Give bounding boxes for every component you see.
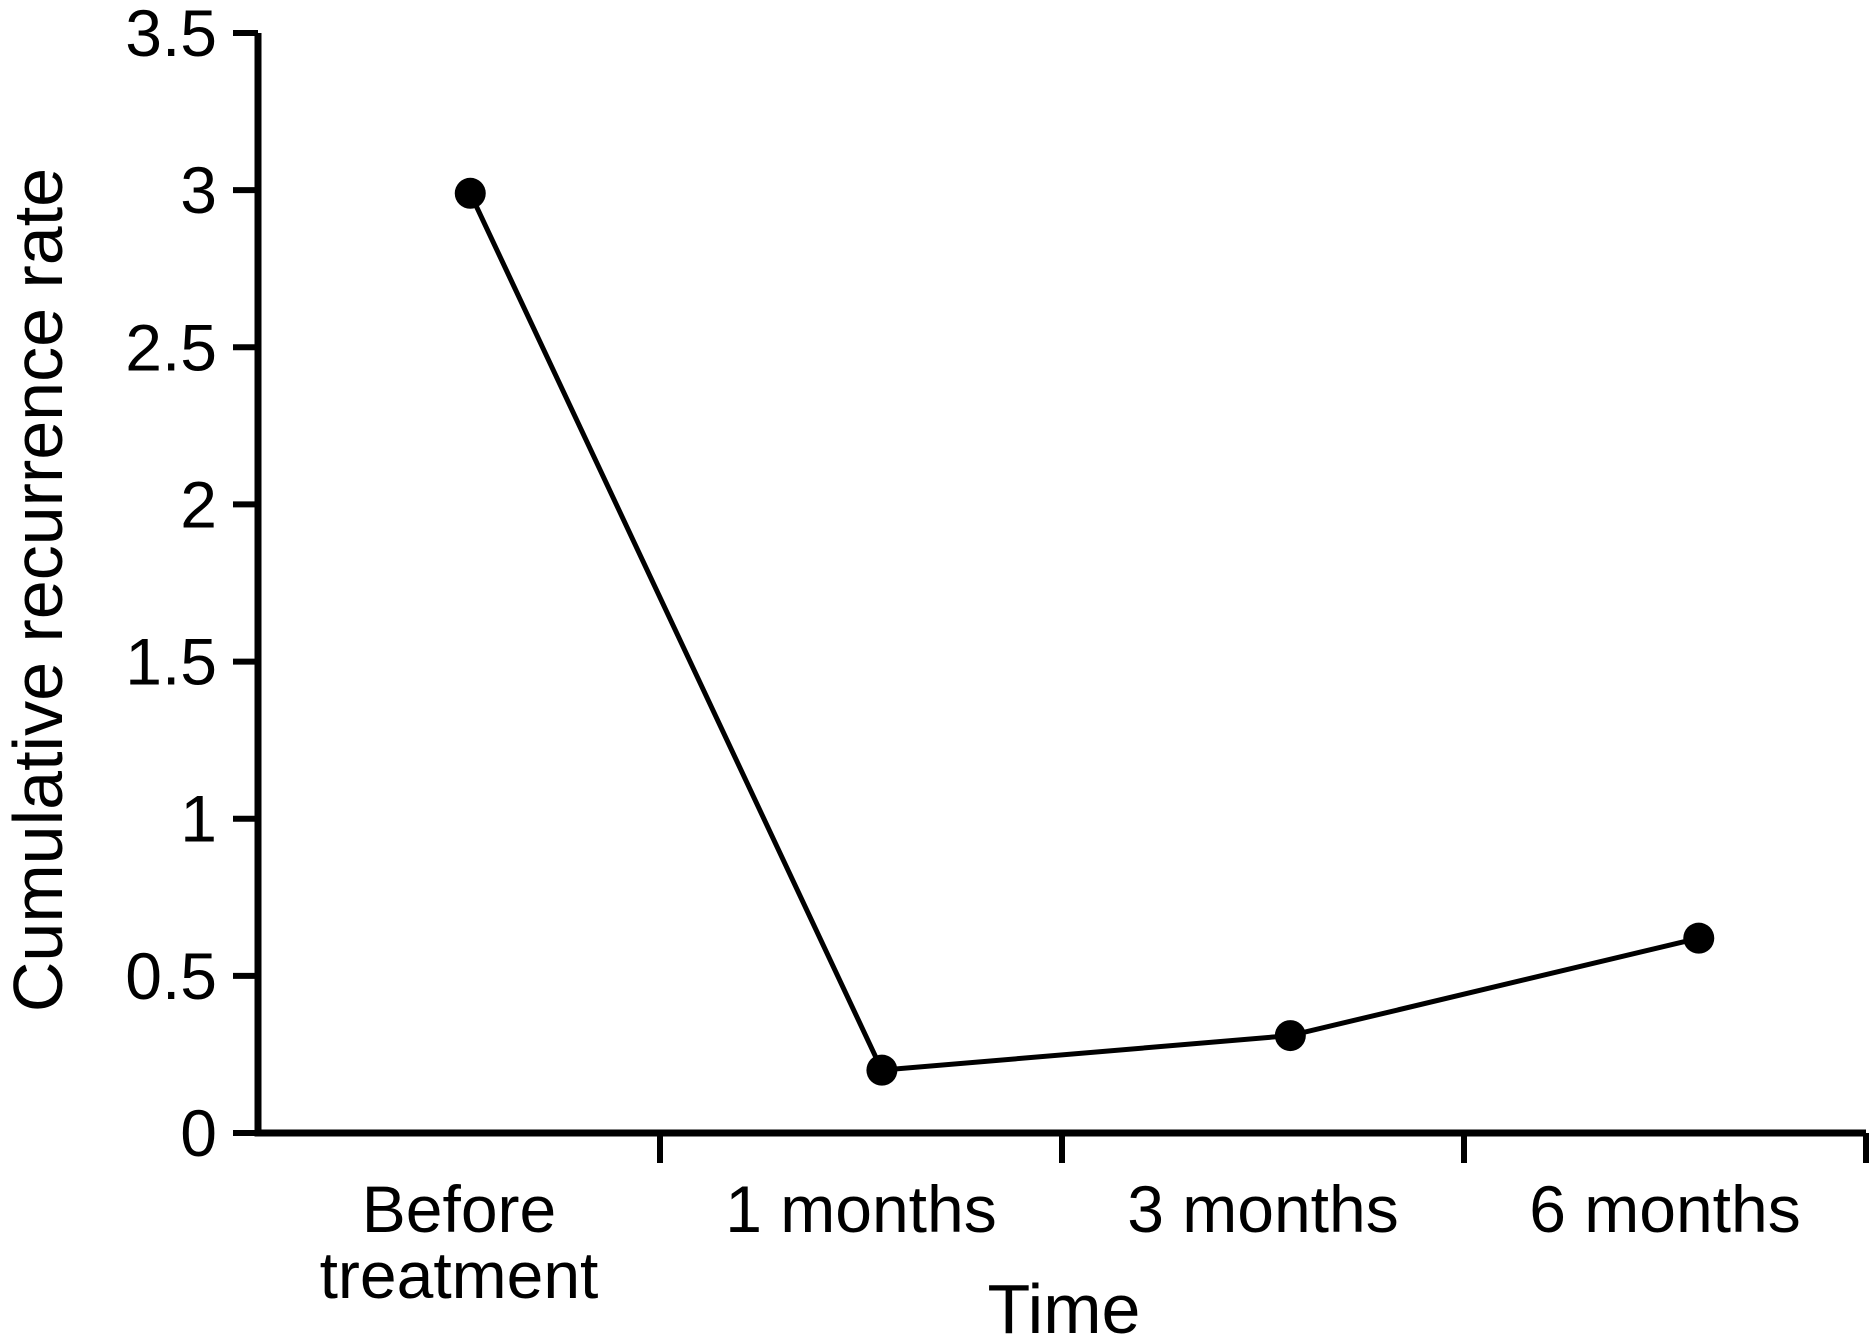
data-point: [866, 1054, 898, 1086]
x-category-label: treatment: [320, 1238, 599, 1312]
y-tick-label: 3: [180, 153, 217, 227]
data-point: [1683, 922, 1715, 954]
x-category-label: 3 months: [1127, 1172, 1398, 1246]
y-tick-label: 0: [180, 1096, 217, 1170]
x-category-label: 6 months: [1529, 1172, 1800, 1246]
y-tick-label: 0.5: [125, 939, 217, 1013]
data-line: [467, 192, 1700, 1073]
x-category-label: Before: [362, 1172, 556, 1246]
series-layer: [454, 177, 1715, 1086]
axes-layer: [233, 30, 1869, 1163]
x-axis-title: Time: [988, 1270, 1141, 1342]
y-tick-label: 1: [180, 782, 217, 856]
y-axis-title: Cumulative recurrence rate: [0, 168, 77, 1012]
data-point: [1274, 1020, 1306, 1052]
y-tick-label: 3.5: [125, 0, 217, 70]
data-point: [454, 177, 486, 209]
y-tick-label: 1.5: [125, 625, 217, 699]
x-category-label: 1 months: [725, 1172, 996, 1246]
y-tick-label: 2.5: [125, 310, 217, 384]
y-tick-label: 2: [180, 467, 217, 541]
